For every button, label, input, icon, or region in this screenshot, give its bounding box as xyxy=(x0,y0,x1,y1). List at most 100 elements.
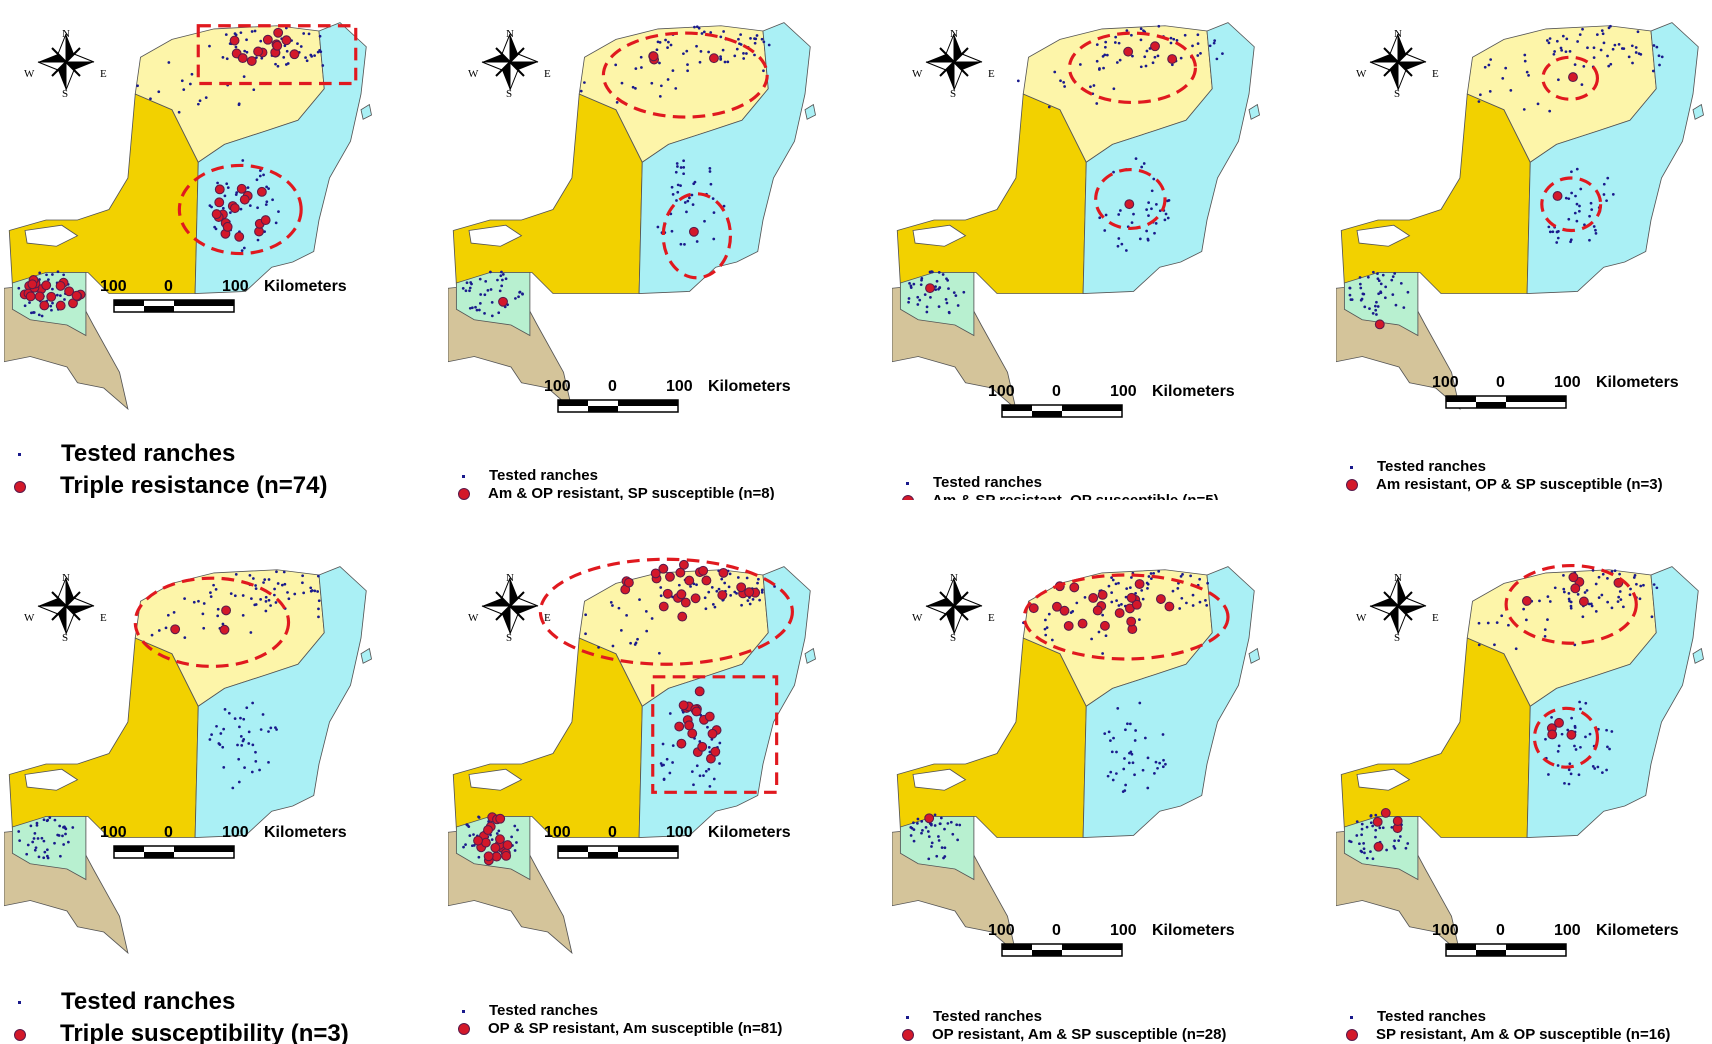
tested-ranch-point xyxy=(1378,826,1382,830)
tested-ranch-point xyxy=(1138,237,1142,241)
tested-ranch-point xyxy=(462,845,465,849)
tested-ranch-point xyxy=(717,587,721,591)
lagoon xyxy=(468,224,523,247)
legend-result-text: Am resistant, OP & SP susceptible (n=3) xyxy=(1376,476,1663,493)
tested-ranch-point xyxy=(264,203,268,206)
legend-dot-icon xyxy=(18,1001,21,1005)
tested-ranch-point xyxy=(930,841,934,845)
compass-e-label: E xyxy=(544,612,551,624)
tested-ranch-point xyxy=(1394,303,1398,307)
tested-ranch-point xyxy=(515,841,518,844)
tested-ranch-point xyxy=(1205,603,1209,607)
tested-ranch-point xyxy=(1153,55,1157,59)
tested-ranch-point xyxy=(464,289,468,293)
tested-ranch-point xyxy=(676,165,679,168)
tested-ranch-point xyxy=(486,288,490,292)
tested-ranch-point xyxy=(234,45,238,49)
result-ranch-marker xyxy=(483,851,494,862)
tested-ranch-point xyxy=(1493,643,1496,647)
lagoon xyxy=(24,224,79,247)
tested-ranch-point xyxy=(1097,630,1101,634)
tested-ranch-point xyxy=(758,598,762,602)
result-ranch-marker xyxy=(46,291,57,302)
tested-ranch-point xyxy=(497,311,501,315)
scale-mid-label: 0 xyxy=(1052,383,1061,400)
tested-ranch-point xyxy=(703,219,706,223)
island xyxy=(360,647,372,664)
tested-ranch-point xyxy=(50,308,53,312)
result-ranch-marker xyxy=(676,738,687,749)
region-green xyxy=(899,816,975,881)
tested-ranch-point xyxy=(925,310,929,314)
tested-ranch-point xyxy=(63,825,66,829)
tested-ranch-point xyxy=(254,750,257,754)
tested-ranch-point xyxy=(634,67,638,70)
tested-ranch-point xyxy=(912,282,916,286)
tested-ranch-point xyxy=(711,603,715,606)
tested-ranch-point xyxy=(229,592,233,595)
tested-ranch-point xyxy=(723,60,727,64)
tested-ranch-point xyxy=(216,614,220,618)
tested-ranch-point xyxy=(1588,238,1591,242)
tested-ranch-point xyxy=(1358,282,1362,286)
tested-ranch-point xyxy=(1550,716,1553,719)
tested-ranch-point xyxy=(51,301,54,305)
tested-ranch-point xyxy=(1622,47,1626,51)
result-ranch-marker xyxy=(289,49,300,60)
tested-ranch-point xyxy=(1650,615,1654,619)
result-ranch-marker xyxy=(709,53,719,64)
tested-ranch-point xyxy=(1580,83,1584,87)
tested-ranch-point xyxy=(500,284,504,288)
tested-ranch-point xyxy=(658,40,662,44)
tested-ranch-point xyxy=(172,611,176,614)
tested-ranch-point xyxy=(36,837,40,840)
tested-ranch-point xyxy=(707,590,711,594)
tested-ranch-point xyxy=(33,832,37,835)
tested-ranch-point xyxy=(157,90,161,94)
tested-ranch-point xyxy=(271,198,274,202)
tested-ranch-point xyxy=(1600,593,1604,597)
tested-ranch-point xyxy=(59,854,62,858)
tested-ranch-point xyxy=(1150,207,1153,211)
tested-ranch-point xyxy=(223,194,227,198)
legend-tested-ranches: Tested ranches xyxy=(14,988,235,1016)
tested-ranch-point xyxy=(1638,597,1642,601)
tested-ranch-point xyxy=(1565,37,1569,41)
tested-ranch-point xyxy=(489,288,493,291)
scale-unit-label: Kilometers xyxy=(264,824,347,841)
compass-n-label: N xyxy=(506,572,514,584)
legend-dot-icon xyxy=(18,453,21,457)
tested-ranch-point xyxy=(1110,576,1113,579)
tested-ranch-point xyxy=(658,95,662,98)
tested-ranch-point xyxy=(611,644,615,648)
tested-ranch-point xyxy=(222,727,226,731)
tested-ranch-point xyxy=(726,60,730,64)
tested-ranch-point xyxy=(674,87,678,90)
tested-ranch-point xyxy=(708,170,712,173)
tested-ranch-point xyxy=(1104,40,1108,44)
tested-ranch-point xyxy=(611,604,614,607)
tested-ranch-point xyxy=(1050,638,1054,642)
tested-ranch-point xyxy=(490,301,494,304)
tested-ranch-point xyxy=(1138,618,1141,621)
result-ranch-marker xyxy=(1124,199,1135,210)
region-cyan xyxy=(1082,566,1255,838)
tested-ranch-point xyxy=(513,849,517,852)
tested-ranch-point xyxy=(243,49,247,53)
tested-ranch-point xyxy=(48,816,52,820)
tested-ranch-point xyxy=(1613,569,1617,573)
tested-ranch-point xyxy=(935,854,939,858)
tested-ranch-point xyxy=(695,44,698,48)
result-ranch-marker xyxy=(483,825,493,835)
tested-ranch-point xyxy=(518,290,522,294)
tested-ranch-point xyxy=(1597,596,1601,599)
tested-ranch-point xyxy=(708,785,712,788)
scale-bar xyxy=(557,399,679,413)
tested-ranch-point xyxy=(1523,59,1527,63)
tested-ranch-point xyxy=(1594,231,1598,235)
tested-ranch-point xyxy=(1169,36,1173,40)
tested-ranch-point xyxy=(317,615,320,619)
tested-ranch-point xyxy=(1576,593,1580,596)
tested-ranch-point xyxy=(504,277,508,281)
tested-ranch-point xyxy=(259,39,263,43)
